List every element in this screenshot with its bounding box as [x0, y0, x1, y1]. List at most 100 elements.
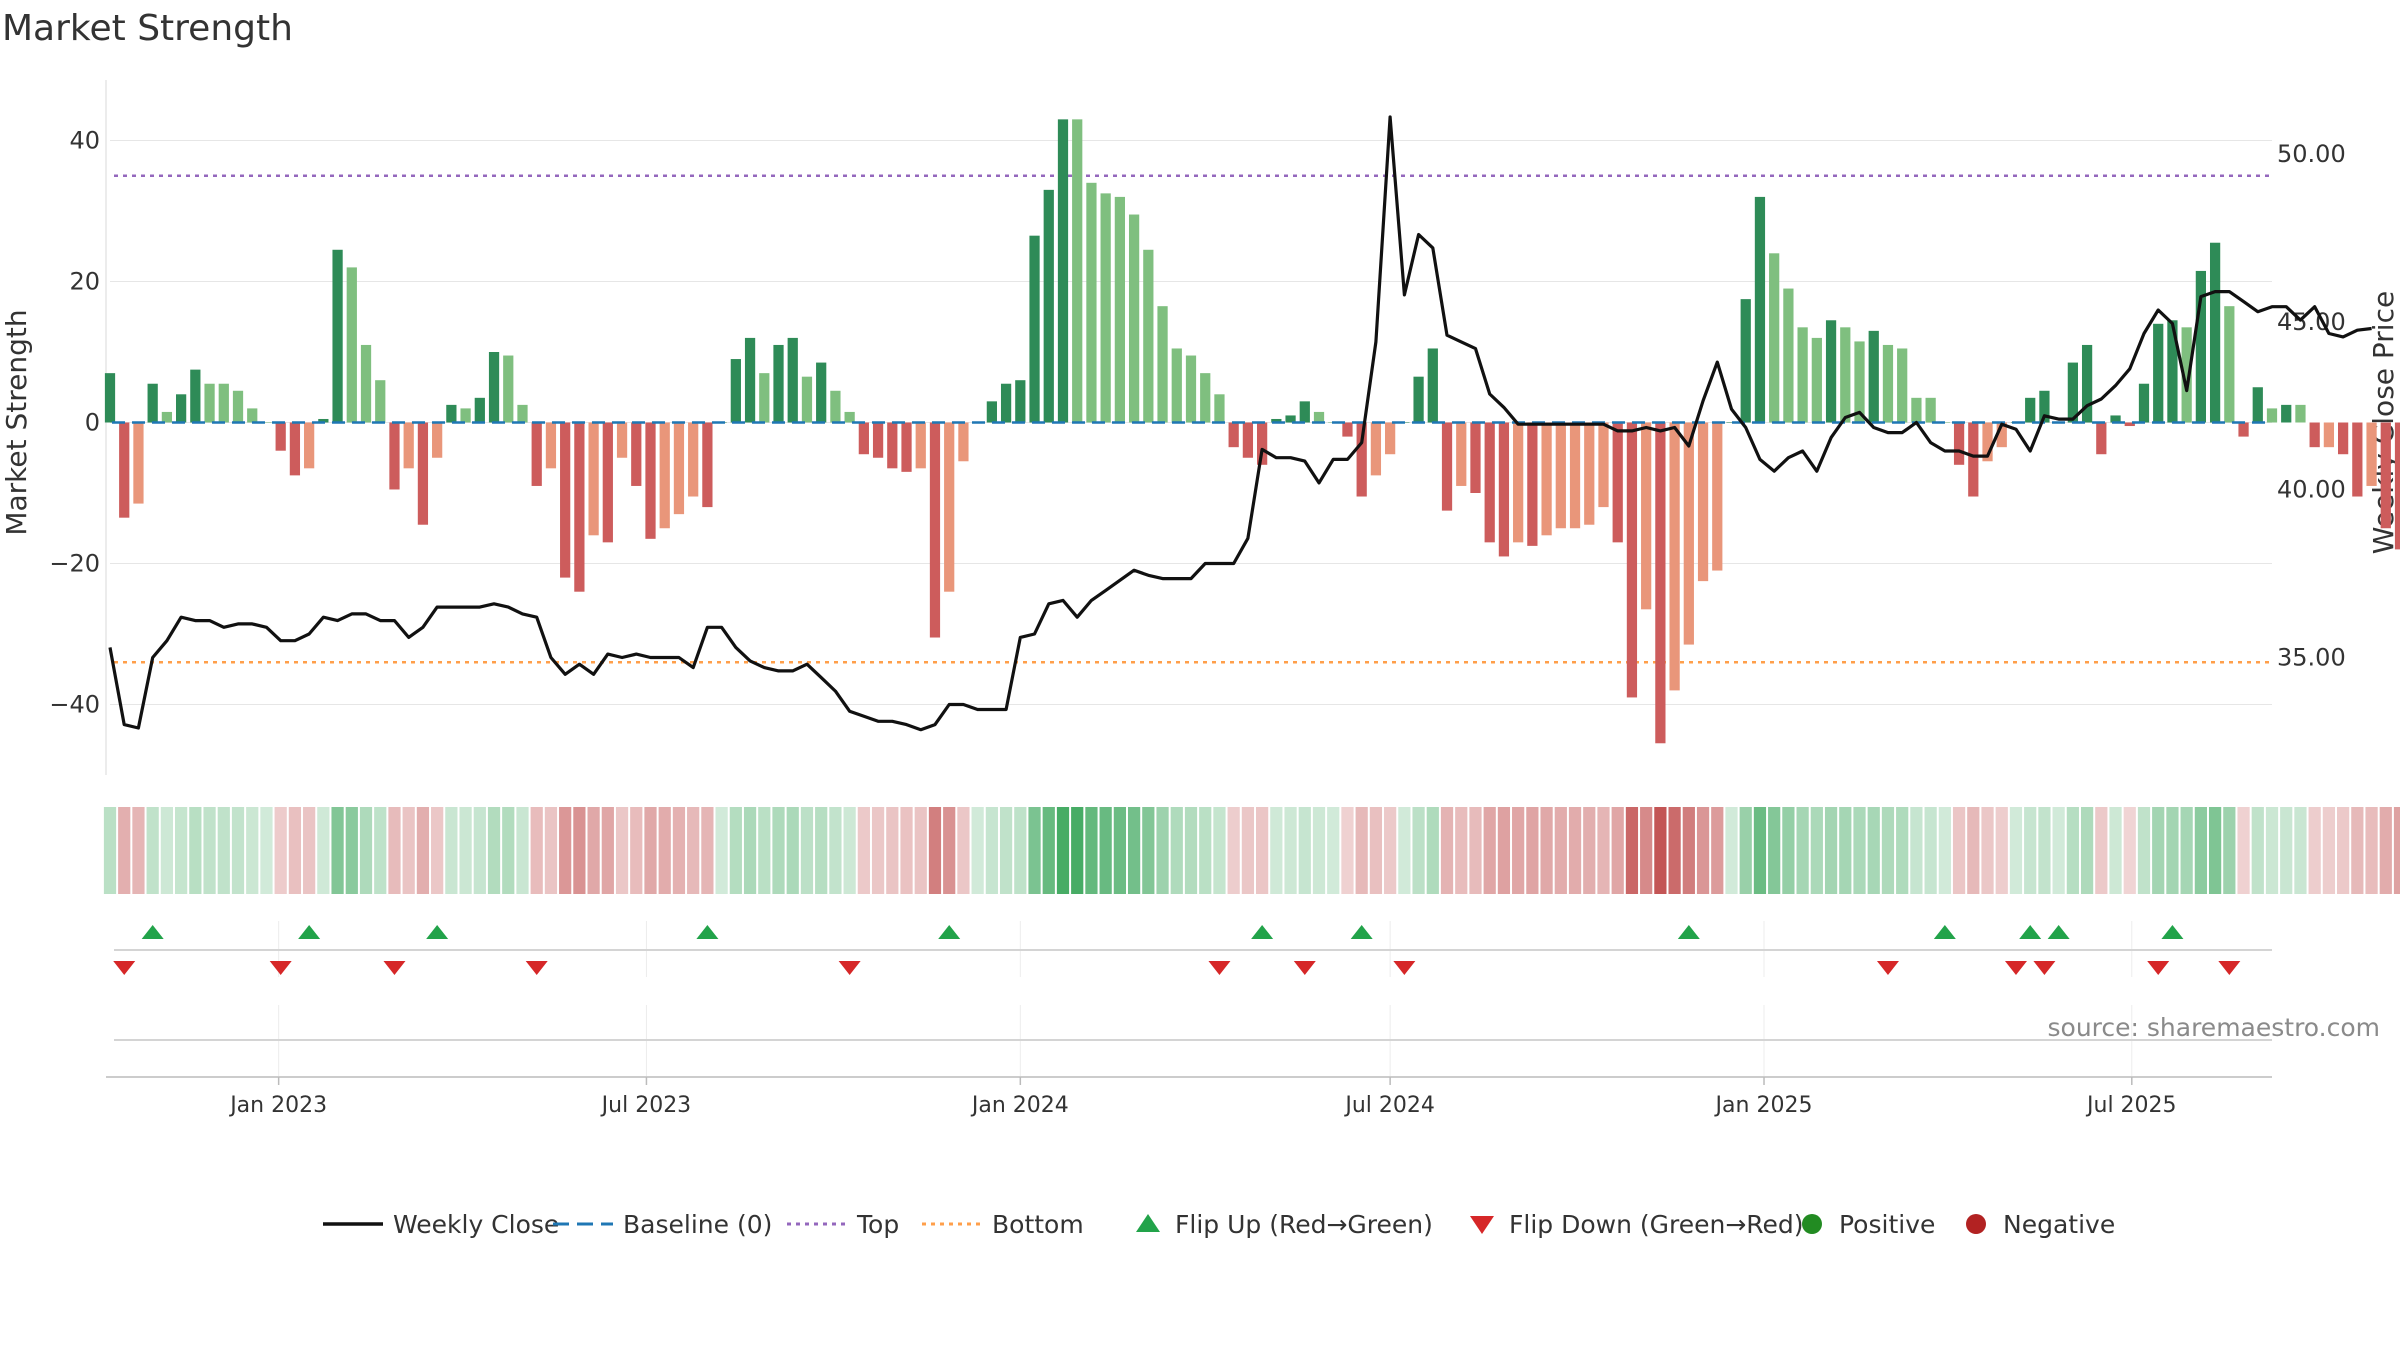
legend-label: Baseline (0) — [623, 1210, 772, 1239]
heat-strip-cell — [1426, 807, 1439, 894]
heat-strip-cell — [1896, 807, 1909, 894]
strength-bar — [2224, 306, 2235, 423]
heat-strip-cell — [1554, 807, 1567, 894]
heat-strip-cell — [1597, 807, 1610, 894]
heat-strip-cell — [1739, 807, 1752, 894]
heat-strip-cell — [402, 807, 415, 894]
heat-strip-cell — [1170, 807, 1183, 894]
strength-bar — [247, 408, 258, 423]
strength-bar — [645, 422, 656, 539]
chart-title: Market Strength — [2, 8, 293, 49]
strength-bar — [1683, 422, 1694, 645]
heat-strip-cell — [1213, 807, 1226, 894]
legend-label: Negative — [2003, 1210, 2115, 1239]
heat-strip-cell — [1568, 807, 1582, 894]
strength-bar — [929, 422, 941, 638]
heat-strip-cell — [103, 807, 117, 894]
strength-bar — [688, 422, 699, 497]
strength-bar — [2110, 415, 2121, 423]
strength-bar — [631, 422, 642, 486]
weekly-close-line — [108, 115, 2372, 732]
strength-bar — [503, 355, 514, 423]
heat-strip-cell — [1113, 807, 1126, 894]
strength-bar — [1171, 348, 1182, 423]
strength-bar — [432, 422, 443, 458]
legend-item-top: Top — [787, 1210, 899, 1239]
heat-strip-cell — [914, 807, 927, 894]
heat-strip-cell — [1881, 807, 1895, 894]
strength-bar — [275, 422, 286, 451]
strength-bar — [2309, 422, 2320, 448]
strength-bar — [1541, 422, 1552, 536]
heat-strip-cell — [146, 807, 159, 894]
heat-strip-cell — [1341, 807, 1354, 894]
flip-up-marker — [141, 925, 164, 939]
flip-down-marker — [2033, 961, 2056, 975]
strength-bar — [759, 373, 770, 423]
strength-bar — [1086, 182, 1097, 423]
strength-bar — [218, 383, 229, 423]
heat-strip-cell — [701, 807, 714, 894]
strength-bar — [375, 380, 386, 423]
strength-bar — [801, 376, 813, 423]
heat-strip-cell — [2208, 807, 2222, 894]
legend-item-bottom: Bottom — [922, 1210, 1084, 1239]
heat-strip-cell — [2294, 807, 2307, 894]
strength-bar — [304, 422, 315, 469]
flip-down-marker — [838, 961, 861, 975]
y2-tick-label: 35.00 — [2277, 644, 2346, 672]
heat-strip-cell — [1184, 807, 1198, 894]
strength-bar — [460, 408, 471, 423]
heat-strip-cell — [871, 807, 885, 894]
strength-bar — [872, 422, 884, 458]
heat-strip-cell — [1469, 807, 1482, 894]
strength-bar — [2025, 397, 2036, 423]
strength-bar — [1043, 189, 1054, 423]
strength-bar — [858, 422, 869, 455]
strength-bar — [1569, 422, 1581, 529]
heat-strip-cell — [2194, 807, 2207, 894]
strength-bar — [1854, 341, 1865, 423]
heat-strip-cell — [1199, 807, 1212, 894]
strength-bar — [616, 422, 628, 458]
heat-strip-cell — [1355, 807, 1368, 894]
flip-up-marker — [1251, 925, 1274, 939]
heat-strip-cell — [2237, 807, 2250, 894]
heat-strip-cell — [1540, 807, 1553, 894]
strength-bar — [1342, 422, 1353, 437]
heat-strip-cell — [1839, 807, 1852, 894]
heat-strip-cell — [374, 807, 387, 894]
strength-bar — [1825, 320, 1837, 423]
strength-bar — [901, 422, 912, 472]
flip-down-marker — [2004, 961, 2027, 975]
y-tick-label: 20 — [69, 268, 100, 296]
y2-tick-label: 45.00 — [2277, 308, 2346, 336]
strength-bar — [1697, 422, 1709, 582]
strength-bar — [1911, 397, 1922, 423]
strength-bar — [915, 422, 926, 469]
heat-strip-cell — [2038, 807, 2051, 894]
legend-label: Top — [856, 1210, 899, 1239]
heat-strip-cell — [487, 807, 501, 894]
heat-strip-cell — [1270, 807, 1283, 894]
heat-strip-cell — [2152, 807, 2165, 894]
strength-bar — [119, 422, 130, 518]
strength-bar — [1527, 422, 1538, 546]
heat-strip-cell — [445, 807, 458, 894]
heat-strip-cell — [1924, 807, 1937, 894]
strength-bar — [1057, 119, 1069, 423]
flip-up-marker — [2019, 925, 2042, 939]
strength-bar — [1797, 327, 1808, 423]
legend-item-negative: Negative — [1966, 1210, 2115, 1239]
heat-strip-cell — [1768, 807, 1781, 894]
heat-strip-cell — [1512, 807, 1525, 894]
strength-bar — [588, 422, 599, 536]
heat-strip-cell — [1327, 807, 1340, 894]
heat-strip-cell — [473, 807, 486, 894]
heat-strip-cell — [2123, 807, 2136, 894]
strength-bar — [1726, 422, 1737, 423]
flip-up-marker — [2047, 925, 2070, 939]
x-tick-label: Jul 2023 — [600, 1093, 692, 1118]
strength-bar — [332, 249, 343, 423]
strength-bar — [1996, 422, 2007, 448]
